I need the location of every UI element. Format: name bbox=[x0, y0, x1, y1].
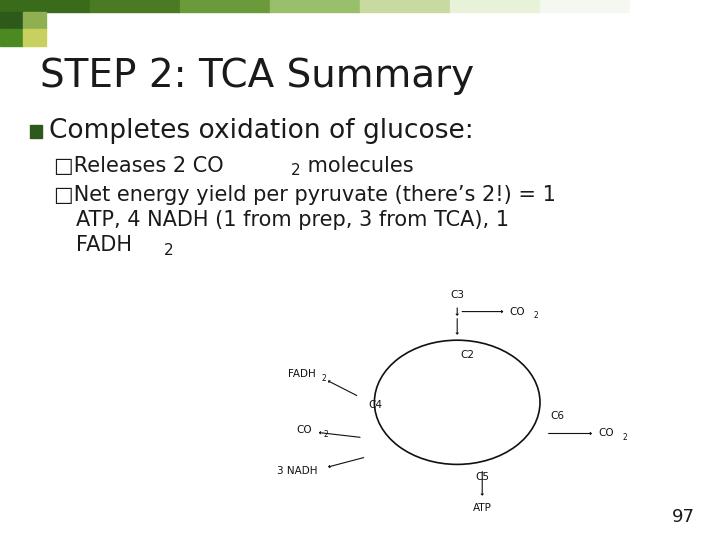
Text: C3: C3 bbox=[450, 289, 464, 300]
Text: CO: CO bbox=[510, 307, 526, 316]
Bar bbox=[0, 0, 90, 12]
Bar bbox=[23, 12, 46, 29]
Text: □Net energy yield per pyruvate (there’s 2!) = 1: □Net energy yield per pyruvate (there’s … bbox=[54, 185, 556, 206]
Text: FADH: FADH bbox=[288, 369, 316, 379]
Text: 2: 2 bbox=[534, 311, 539, 320]
Text: ATP, 4 NADH (1 from prep, 3 from TCA), 1: ATP, 4 NADH (1 from prep, 3 from TCA), 1 bbox=[76, 210, 508, 231]
Bar bbox=[360, 0, 450, 12]
Text: 97: 97 bbox=[672, 509, 695, 526]
Bar bbox=[0, 12, 23, 29]
Bar bbox=[23, 29, 46, 46]
Text: C5: C5 bbox=[475, 472, 489, 482]
Text: STEP 2: TCA Summary: STEP 2: TCA Summary bbox=[40, 57, 474, 94]
Bar bbox=[0, 29, 23, 46]
Text: 2: 2 bbox=[323, 430, 328, 439]
Text: 2: 2 bbox=[164, 242, 174, 258]
Bar bbox=[540, 0, 630, 12]
Bar bbox=[90, 0, 180, 12]
Text: □Releases 2 CO: □Releases 2 CO bbox=[54, 156, 224, 176]
Bar bbox=[30, 125, 42, 138]
Text: FADH: FADH bbox=[76, 235, 132, 255]
Text: CO: CO bbox=[297, 425, 312, 435]
Text: C4: C4 bbox=[368, 400, 382, 410]
Bar bbox=[630, 0, 720, 12]
Text: CO: CO bbox=[598, 429, 614, 438]
Text: 3 NADH: 3 NADH bbox=[277, 467, 318, 476]
Text: Completes oxidation of glucose:: Completes oxidation of glucose: bbox=[49, 118, 474, 144]
Bar bbox=[450, 0, 540, 12]
Bar bbox=[270, 0, 360, 12]
Bar bbox=[180, 0, 270, 12]
Text: 2: 2 bbox=[291, 163, 300, 178]
Text: C6: C6 bbox=[550, 411, 564, 421]
Text: 2: 2 bbox=[622, 433, 627, 442]
Text: molecules: molecules bbox=[301, 156, 413, 176]
Text: ATP: ATP bbox=[473, 503, 492, 513]
Text: 2: 2 bbox=[322, 374, 327, 383]
Text: C2: C2 bbox=[460, 350, 474, 360]
